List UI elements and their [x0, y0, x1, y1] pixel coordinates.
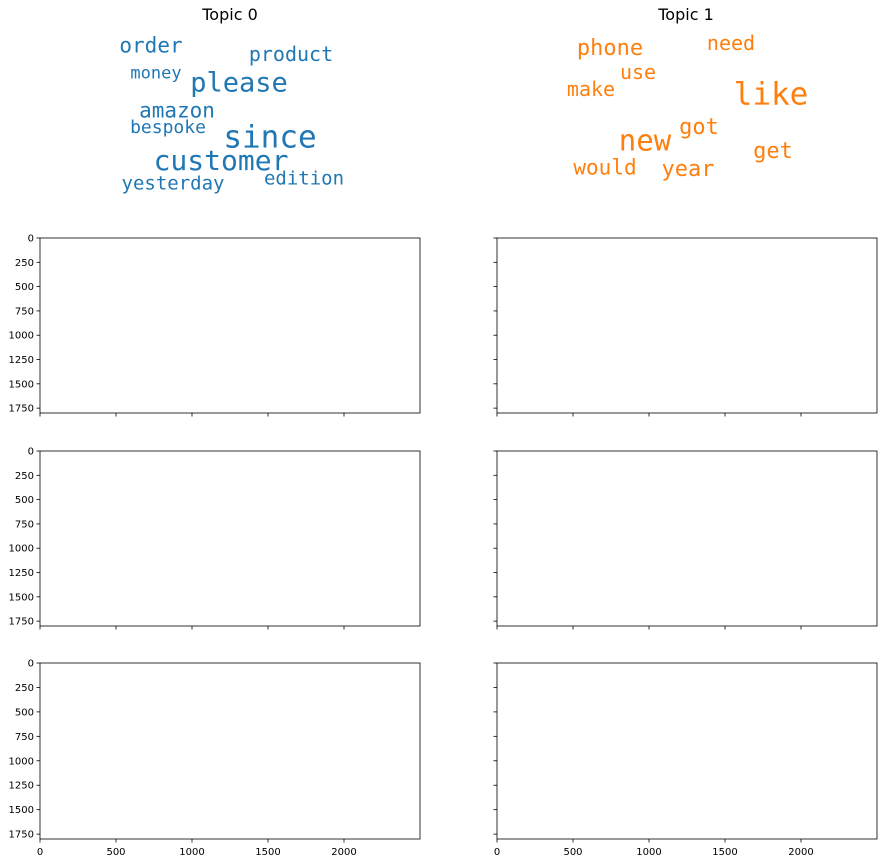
topic-1-word-get: get	[753, 139, 793, 164]
y-tick-label: 1500	[9, 379, 34, 390]
y-tick-label: 250	[15, 258, 34, 269]
topic-0-word-yesterday: yesterday	[121, 172, 225, 195]
x-tick-label: 2000	[788, 847, 813, 858]
topic-1-word-use: use	[619, 60, 657, 84]
y-tick-label: 1250	[9, 568, 34, 579]
x-tick-label: 2000	[331, 847, 356, 858]
axes-frame	[496, 237, 878, 414]
y-tick-label: 0	[28, 659, 34, 670]
x-tick-label: 1500	[255, 847, 280, 858]
axes-panel-1: 0 250 500 750 1000 1250 1500 1750	[9, 234, 421, 417]
topic-1-word-got: got	[679, 115, 719, 140]
y-tick-label: 500	[15, 495, 34, 506]
y-tick-label: 750	[15, 732, 34, 743]
y-tick-label: 750	[15, 519, 34, 530]
topic-1-word-phone: phone	[576, 36, 644, 61]
y-tick-label: 500	[15, 282, 34, 293]
y-tick-label: 1250	[9, 781, 34, 792]
axes-frame	[39, 662, 421, 840]
topic-1-word-would: would	[573, 155, 637, 180]
topic-1-word-new: new	[618, 123, 672, 158]
topic-1-word-need: need	[706, 31, 756, 55]
x-tick-label: 0	[37, 847, 43, 858]
axes-frame	[39, 237, 421, 414]
y-tick-label: 750	[15, 306, 34, 317]
topic-0-word-money: money	[130, 63, 182, 84]
y-tick-label: 1000	[9, 544, 34, 555]
y-tick-label: 1500	[9, 592, 34, 603]
topic-1-title: Topic 1	[658, 5, 714, 24]
y-tick-label: 0	[28, 447, 34, 458]
topic-0-word-customer: customer	[153, 144, 289, 177]
y-tick-label: 250	[15, 471, 34, 482]
topic-0-word-bespoke: bespoke	[130, 117, 206, 138]
axes-frame	[496, 450, 878, 627]
y-tick-label: 1250	[9, 355, 34, 366]
x-tick-label: 500	[106, 847, 125, 858]
topic-0-word-since: since	[223, 119, 317, 156]
x-tick-label: 500	[563, 847, 582, 858]
axes-panel-2	[493, 237, 878, 417]
topic-1-word-year: year	[661, 157, 715, 182]
axes-frame	[496, 662, 878, 840]
axes-panel-3: 0 250 500 750 1000 1250 1500 1750	[9, 447, 421, 630]
topic-0-word-amazon: amazon	[139, 98, 215, 123]
axes-frame	[39, 450, 421, 627]
axes-panel-6: 0 500 1000 1500 2000	[493, 662, 878, 858]
y-tick-label: 1750	[9, 404, 34, 415]
y-tick-label: 1750	[9, 830, 34, 841]
y-tick-label: 500	[15, 707, 34, 718]
topic-0-word-edition: edition	[263, 167, 345, 190]
topic-1-word-like: like	[733, 76, 809, 113]
y-tick-label: 1000	[9, 756, 34, 767]
y-tick-label: 250	[15, 683, 34, 694]
y-tick-label: 0	[28, 234, 34, 245]
topic-0-word-please: please	[190, 67, 288, 99]
y-tick-label: 1750	[9, 617, 34, 628]
x-tick-label: 0	[494, 847, 500, 858]
x-tick-label: 1000	[179, 847, 204, 858]
topic-0-word-order: order	[119, 33, 183, 58]
y-tick-label: 1500	[9, 805, 34, 816]
axes-panel-4	[493, 450, 878, 630]
topic-1-word-make: make	[566, 77, 616, 101]
topic-0-title: Topic 0	[202, 5, 258, 24]
y-tick-label: 1000	[9, 331, 34, 342]
x-tick-label: 1000	[636, 847, 661, 858]
x-tick-label: 1500	[712, 847, 737, 858]
topic-0-word-product: product	[248, 42, 334, 66]
